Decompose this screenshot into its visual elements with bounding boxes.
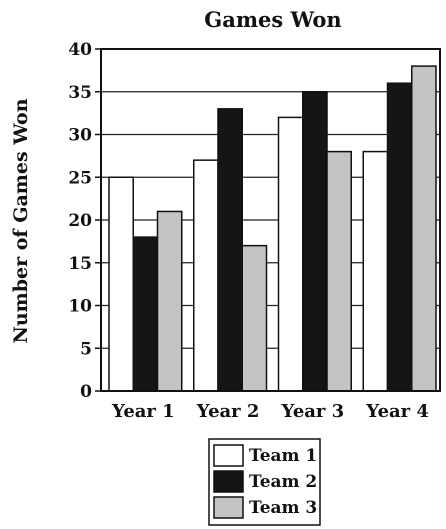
y-tick-label: 10 <box>68 297 92 317</box>
legend-label: Team 3 <box>249 498 317 518</box>
y-tick-label: 0 <box>80 382 92 402</box>
legend: Team 1 Team 2 Team 3 <box>208 438 321 526</box>
bar-team-2-year-4 <box>386 82 413 392</box>
x-tick-label: Year 4 <box>365 401 429 422</box>
y-tick-label: 30 <box>68 126 92 146</box>
x-tick-label: Year 3 <box>281 401 345 422</box>
bar-team-1-year-1 <box>108 176 134 392</box>
bar-team-2-year-1 <box>132 236 159 392</box>
y-tick-label: 35 <box>68 83 92 103</box>
chart-title: Games Won <box>204 7 341 32</box>
bar-team-1-year-2 <box>193 159 219 392</box>
bar-team-3-year-4 <box>411 65 437 392</box>
legend-swatch <box>213 496 244 519</box>
y-tick-label: 15 <box>68 254 92 274</box>
y-tick-label: 5 <box>80 339 92 359</box>
bar-team-3-year-3 <box>326 150 352 392</box>
bar-team-3-year-2 <box>241 244 268 392</box>
bar-team-2-year-3 <box>302 91 328 392</box>
bars <box>108 65 437 392</box>
plot-frame <box>100 48 441 392</box>
y-tick-label: 20 <box>68 211 92 231</box>
legend-swatch <box>213 470 244 493</box>
x-tick-label: Year 2 <box>196 401 260 422</box>
bar-team-2-year-2 <box>217 108 243 392</box>
legend-label: Team 1 <box>249 446 317 466</box>
x-tick-label: Year 1 <box>111 401 175 422</box>
y-tick-label: 25 <box>68 168 92 188</box>
y-tick-label: 40 <box>68 40 92 60</box>
axes: 0 5 10 15 20 25 30 35 40 Year 1 Year 2 Year 3 Year 4 <box>68 40 441 422</box>
bar-team-3-year-1 <box>156 210 183 392</box>
bar-team-1-year-3 <box>277 116 304 392</box>
bar-team-1-year-4 <box>362 150 389 392</box>
y-axis-label: Number of Games Won <box>10 98 32 343</box>
legend-label: Team 2 <box>249 472 317 492</box>
legend-swatch <box>213 444 244 467</box>
